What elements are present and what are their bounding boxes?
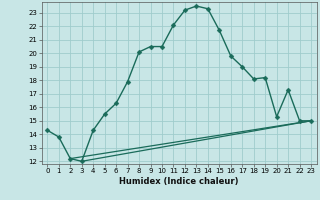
X-axis label: Humidex (Indice chaleur): Humidex (Indice chaleur)	[119, 177, 239, 186]
